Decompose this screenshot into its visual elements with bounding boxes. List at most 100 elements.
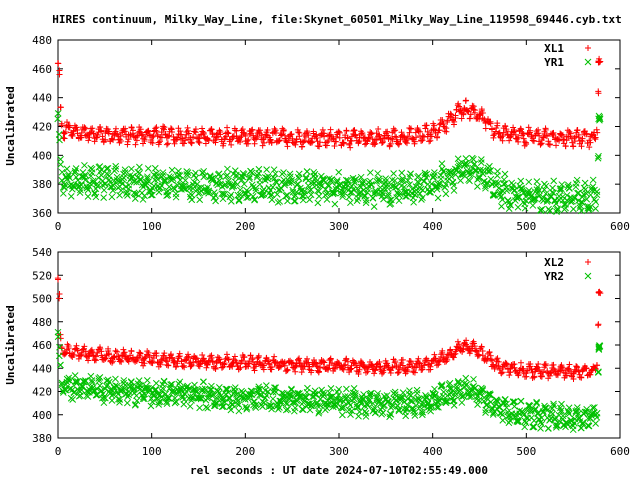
xl2-point	[499, 369, 506, 376]
xl2-point	[498, 370, 505, 377]
yr2-point	[544, 425, 552, 432]
yr2-point	[88, 377, 96, 384]
yr2-point	[442, 397, 450, 405]
yr2-point	[278, 389, 286, 397]
yr2-point	[220, 403, 227, 410]
yr1-point	[240, 180, 248, 188]
yr2-point	[219, 395, 227, 403]
yr1-point	[71, 169, 79, 177]
xl2-point	[120, 346, 127, 353]
xl2-point	[58, 345, 65, 352]
yr1-point	[172, 190, 180, 198]
yr1-point	[467, 168, 475, 175]
xl2-point	[346, 369, 353, 376]
yr1-point	[184, 172, 192, 179]
yr2-point	[495, 403, 502, 411]
xl1-point	[165, 133, 172, 140]
yr1-point	[331, 200, 339, 208]
xl2-point	[399, 362, 406, 369]
xl2-point	[292, 363, 299, 370]
xl1-point	[139, 131, 146, 138]
xl1-point	[507, 134, 514, 141]
yr1-point	[280, 176, 288, 184]
xl1-point	[62, 128, 69, 135]
xl1-point	[149, 139, 156, 146]
yr1-point	[54, 115, 62, 123]
yr2-point	[391, 391, 399, 398]
yr1-point	[226, 193, 234, 201]
yr2-point	[96, 382, 104, 389]
xl1-point	[309, 139, 316, 146]
yr2-point	[377, 400, 384, 408]
yr2-point	[276, 404, 283, 411]
yr1-point	[587, 203, 594, 211]
yr2-point	[196, 404, 203, 412]
yr1-point	[570, 205, 577, 213]
yr2-point	[511, 403, 518, 410]
yr2-point	[538, 414, 546, 422]
top-panel-ylabel: Uncalibrated	[4, 86, 17, 165]
yr2-point	[482, 409, 489, 416]
yr2-point	[361, 407, 369, 415]
yr2-point	[71, 372, 79, 379]
xl2-point	[231, 353, 238, 360]
yr2-point	[116, 399, 123, 406]
yr1-point	[329, 190, 337, 198]
yr1-point	[583, 190, 590, 198]
yr1-point	[315, 192, 323, 200]
xl2-point	[494, 355, 501, 362]
yr1-point	[495, 184, 503, 192]
xl1-point	[193, 134, 200, 141]
yr1-point	[593, 191, 601, 199]
yr2-point	[231, 388, 239, 395]
xl1-point	[462, 97, 469, 104]
xl1-point	[242, 132, 249, 139]
yr2-point	[529, 423, 537, 431]
xl1-point	[342, 132, 349, 139]
yr1-point	[380, 195, 387, 203]
yr1-point	[486, 162, 493, 170]
top-panel-legend: XL1 YR1	[544, 42, 592, 69]
yr2-point	[399, 394, 407, 401]
yr1-point	[144, 173, 151, 181]
yr1-point	[518, 185, 526, 192]
xl1-point	[518, 126, 525, 133]
xl2-point	[515, 372, 522, 379]
yr1-point	[415, 172, 422, 180]
xl1-point	[325, 137, 332, 144]
xl1-point	[220, 140, 227, 147]
yr2-point	[419, 409, 427, 416]
xl2-point	[246, 358, 253, 365]
yr2-point	[369, 400, 377, 407]
y-tick-label: 460	[32, 339, 52, 352]
yr2-point	[208, 386, 215, 393]
xl1-point	[78, 134, 85, 141]
xl2-point	[276, 364, 283, 371]
yr1-point	[201, 172, 209, 180]
xl1-point	[527, 127, 534, 134]
yr2-point	[360, 391, 367, 398]
yr1-point	[314, 199, 322, 207]
yr1-point	[353, 185, 361, 192]
yr1-point	[283, 191, 291, 199]
xl2-point	[575, 368, 582, 375]
y-tick-label: 420	[32, 386, 52, 399]
yr2-point	[291, 404, 299, 412]
top-panel-marks	[54, 55, 604, 215]
xl1-point	[102, 136, 109, 143]
yr2-point	[55, 352, 63, 360]
yr2-point	[288, 386, 295, 394]
xl1-point	[112, 125, 119, 132]
xl1-point	[81, 126, 88, 133]
yr1-point	[88, 169, 96, 177]
xl2-point	[587, 371, 594, 378]
xl1-point	[295, 129, 302, 136]
yr1-point	[387, 196, 395, 204]
xl2-point	[415, 355, 422, 362]
xl1-point	[162, 131, 169, 138]
yr1-point	[347, 199, 354, 207]
xl2-point	[118, 358, 125, 365]
xl1-point	[389, 136, 396, 143]
yr1-point	[477, 156, 485, 163]
xl2-point	[245, 363, 252, 370]
